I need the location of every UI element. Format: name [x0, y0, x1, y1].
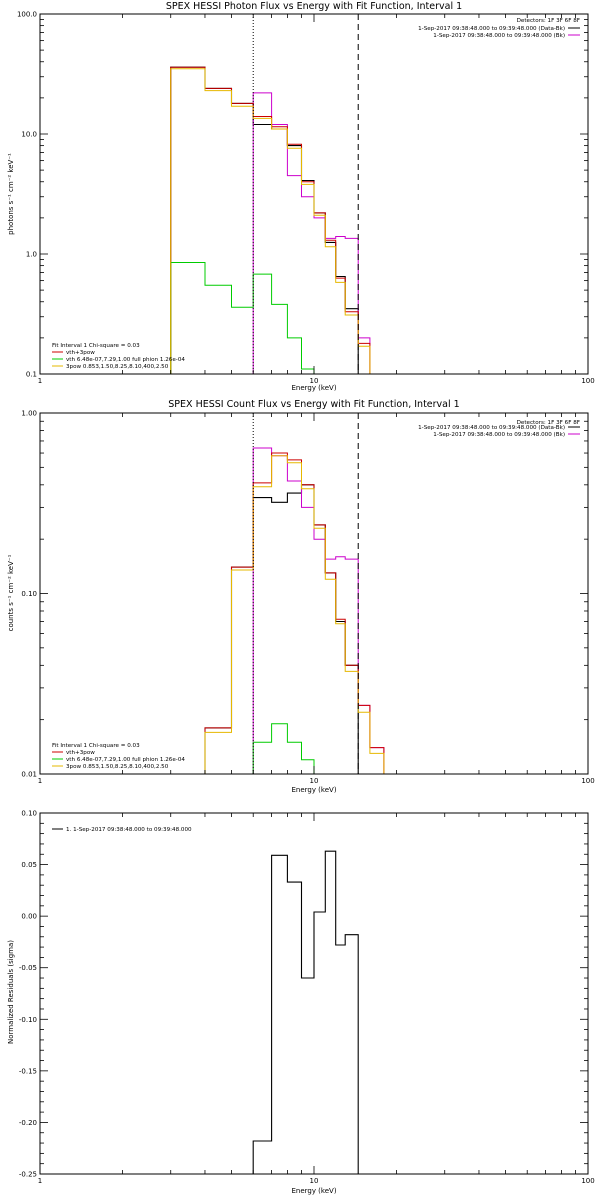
fit-legend-label-2: 3pow 0.853,1.50,8.25,8.10,400,2.50 [66, 764, 169, 770]
x-tick-label-1: 10 [310, 777, 319, 785]
count-flux-title: SPEX HESSI Count Flux vs Energy with Fit… [168, 399, 459, 410]
series-line-1 [252, 92, 371, 374]
series-line-3 [170, 262, 315, 374]
y-tick-label-1: 1.0 [26, 251, 37, 259]
plot-series-group [170, 66, 371, 374]
count-flux-detectors: Detectors: 1F 3F 6F 8F [517, 420, 580, 426]
y-tick-label-0: 0.01 [21, 771, 37, 779]
series-line-3 [252, 723, 315, 774]
count-flux-panel: SPEX HESSI Count Flux vs Energy with Fit… [7, 399, 595, 794]
series-line-4 [204, 455, 385, 774]
y-tick-label-7: -0.25 [19, 1171, 37, 1179]
top-legend-label-0: 1-Sep-2017 09:38:48.000 to 09:39:48.000 … [418, 425, 565, 431]
y-tick-label-1: 0.05 [21, 861, 37, 869]
fit-legend-label-2: 3pow 0.853,1.50,8.25,8.10,400,2.50 [66, 364, 169, 370]
x-tick-label-2: 100 [581, 1177, 594, 1185]
top-legend-label-0: 1-Sep-2017 09:38:48.000 to 09:39:48.000 … [418, 26, 565, 32]
plot-series-group [204, 447, 385, 774]
series-line-2 [170, 66, 371, 374]
series-line-0 [204, 484, 359, 774]
top-legend-label-1: 1-Sep-2017 09:38:48.000 to 09:39:48.000 … [433, 33, 565, 39]
residuals-y-label: Normalized Residuals (sigma) [7, 940, 15, 1044]
fit-legend-label-0: vth+3pow [66, 750, 95, 756]
plot-series-group [252, 850, 359, 1174]
fit-legend-label-1: vth 6.48e-07,7.29,1.00 full phion 1.26e-… [66, 757, 185, 763]
y-tick-label-1: 0.10 [21, 590, 37, 598]
x-tick-label-0: 1 [38, 1177, 42, 1185]
legend-label-0: 1. 1-Sep-2017 09:38:48.000 to 09:39:48.0… [66, 827, 192, 833]
x-tick-label-2: 100 [581, 377, 594, 385]
y-tick-label-0: 0.10 [21, 810, 37, 818]
axes-frame [39, 812, 589, 1175]
y-tick-label-2: 0.00 [21, 913, 37, 921]
series-line-4 [170, 68, 371, 374]
y-tick-label-3: 100.0 [17, 11, 37, 19]
y-tick-label-2: 1.00 [21, 410, 37, 418]
x-tick-label-1: 10 [310, 1177, 319, 1185]
residuals-panel: Energy (keV) Normalized Residuals (sigma… [7, 810, 595, 1196]
x-tick-label-1: 10 [310, 377, 319, 385]
y-tick-label-6: -0.20 [19, 1119, 37, 1127]
count-flux-fit-header: Fit Interval 1 Chi-square = 0.03 [52, 743, 140, 749]
photon-flux-y-label: photons s⁻¹ cm⁻² keV⁻¹ [7, 153, 15, 235]
y-tick-label-2: 10.0 [21, 131, 37, 139]
y-tick-label-3: -0.05 [19, 964, 37, 972]
y-tick-label-0: 0.1 [26, 371, 37, 379]
x-tick-label-0: 1 [38, 777, 42, 785]
series-line-0 [170, 66, 359, 374]
axes-frame [39, 412, 589, 775]
top-legend-label-1: 1-Sep-2017 09:38:48.000 to 09:39:48.000 … [433, 432, 565, 438]
photon-flux-x-label: Energy (keV) [291, 384, 336, 392]
fit-legend-label-1: vth 6.48e-07,7.29,1.00 full phion 1.26e-… [66, 357, 185, 363]
y-tick-label-5: -0.15 [19, 1067, 37, 1075]
count-flux-y-label: counts s⁻¹ cm⁻² keV⁻¹ [7, 554, 15, 631]
photon-flux-title: SPEX HESSI Photon Flux vs Energy with Fi… [166, 1, 462, 12]
series-line-0 [252, 850, 359, 1174]
photon-flux-panel: SPEX HESSI Photon Flux vs Energy with Fi… [7, 1, 595, 392]
photon-flux-fit-header: Fit Interval 1 Chi-square = 0.03 [52, 343, 140, 349]
series-line-1 [252, 447, 385, 774]
fit-legend-label-0: vth+3pow [66, 350, 95, 356]
x-tick-label-0: 1 [38, 377, 42, 385]
residuals-x-label: Energy (keV) [291, 1187, 336, 1195]
count-flux-x-label: Energy (keV) [291, 786, 336, 794]
y-tick-label-4: -0.10 [19, 1016, 37, 1024]
photon-flux-detectors: Detectors: 1F 3F 6F 8F [517, 18, 580, 24]
x-tick-label-2: 100 [581, 777, 594, 785]
